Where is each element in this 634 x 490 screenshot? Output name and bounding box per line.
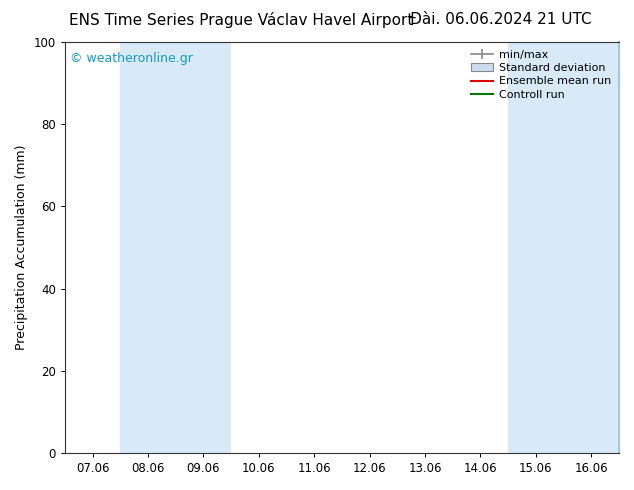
Bar [592, 42, 619, 453]
Text: ENS Time Series Prague Václav Havel Airport: ENS Time Series Prague Václav Havel Airp… [68, 12, 413, 28]
Text: © weatheronline.gr: © weatheronline.gr [70, 52, 193, 65]
Legend: min/max, Standard deviation, Ensemble mean run, Controll run: min/max, Standard deviation, Ensemble me… [467, 46, 616, 104]
Bar [120, 42, 231, 453]
Y-axis label: Precipitation Accumulation (mm): Precipitation Accumulation (mm) [15, 145, 28, 350]
Bar [508, 42, 619, 453]
Text: Đài. 06.06.2024 21 UTC: Đài. 06.06.2024 21 UTC [410, 12, 592, 27]
